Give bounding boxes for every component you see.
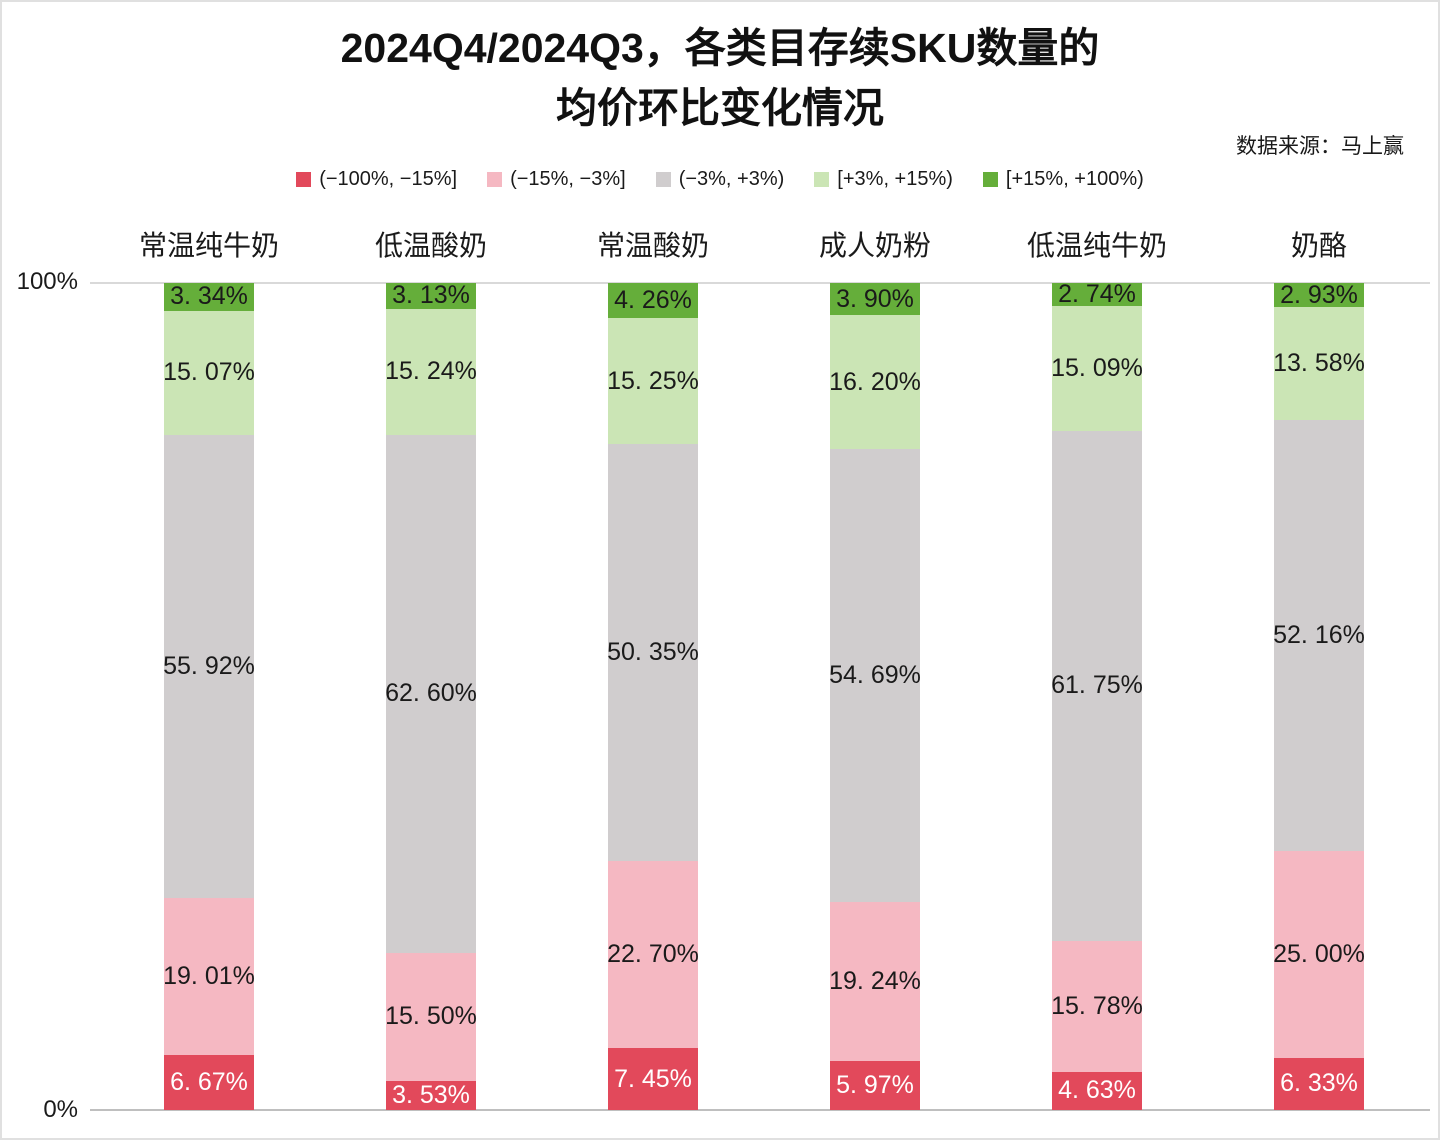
bar-segment-value-label: 15. 09% bbox=[1051, 353, 1143, 382]
bar-segment-value-label: 13. 58% bbox=[1273, 348, 1365, 377]
bar-segment-value-label: 19. 24% bbox=[829, 966, 921, 995]
bar-segment-c2-s4: 4. 26% bbox=[608, 282, 698, 319]
bar-segment-c5-s2: 52. 16% bbox=[1273, 419, 1365, 851]
category-label-2: 常温酸奶 bbox=[596, 229, 709, 262]
bar-segment-c2-s0: 7. 45% bbox=[608, 1048, 698, 1110]
legend-item-3: [+3%, +15%) bbox=[814, 168, 953, 191]
bar-segment-c0-s0: 6. 67% bbox=[164, 1054, 254, 1110]
bar-segment-value-label: 15. 24% bbox=[385, 357, 477, 386]
data-source-note: 数据来源：马上赢 bbox=[1236, 134, 1404, 158]
bar-segment-c4-s0: 4. 63% bbox=[1052, 1071, 1142, 1110]
bar-segment-value-label: 61. 75% bbox=[1051, 671, 1143, 700]
bar-segment-c3-s2: 54. 69% bbox=[829, 449, 921, 902]
bar-segment-value-label: 22. 70% bbox=[607, 940, 699, 969]
chart-title-line1: 2024Q4/2024Q3，各类目存续SKU数量的 bbox=[340, 25, 1100, 71]
bar-segment-value-label: 6. 67% bbox=[170, 1067, 248, 1096]
bar-segment-value-label: 55. 92% bbox=[163, 651, 255, 680]
bar-segment-value-label: 4. 63% bbox=[1058, 1076, 1136, 1105]
legend-item-4: [+15%, +100%) bbox=[982, 168, 1144, 191]
bar-segment-value-label: 4. 26% bbox=[614, 286, 692, 315]
legend-label: [+15%, +100%) bbox=[1005, 168, 1144, 190]
legend-swatch-icon bbox=[655, 172, 671, 187]
legend-label: (−15%, −3%] bbox=[510, 168, 626, 190]
bar-segment-value-label: 52. 16% bbox=[1273, 620, 1365, 649]
legend-item-0: (−100%, −15%] bbox=[296, 168, 457, 191]
gridline-100pct bbox=[90, 282, 1430, 284]
legend-swatch-icon bbox=[982, 172, 998, 187]
category-label-3: 成人奶粉 bbox=[818, 229, 931, 262]
bar-segment-value-label: 2. 74% bbox=[1058, 279, 1136, 308]
bar-segment-c0-s1: 19. 01% bbox=[163, 897, 255, 1055]
bar-segment-value-label: 3. 34% bbox=[170, 282, 248, 311]
bar-segment-c1-s1: 15. 50% bbox=[385, 952, 477, 1081]
bar-segment-value-label: 25. 00% bbox=[1273, 939, 1365, 968]
bar-segment-c5-s0: 6. 33% bbox=[1274, 1057, 1364, 1110]
chart-title: 2024Q4/2024Q3，各类目存续SKU数量的 均价环比变化情况 bbox=[2, 18, 1438, 138]
bar-segment-value-label: 15. 78% bbox=[1051, 991, 1143, 1020]
bar-segment-c5-s4: 2. 93% bbox=[1274, 280, 1364, 309]
bar-segment-value-label: 2. 93% bbox=[1280, 280, 1358, 309]
category-label-0: 常温纯牛奶 bbox=[138, 229, 279, 262]
bar-segment-value-label: 7. 45% bbox=[614, 1064, 692, 1093]
bar-segment-value-label: 15. 07% bbox=[163, 358, 255, 387]
bar-segment-c5-s1: 25. 00% bbox=[1273, 850, 1365, 1058]
bar-segment-value-label: 3. 13% bbox=[392, 281, 470, 310]
bar-segment-c0-s3: 15. 07% bbox=[163, 310, 255, 436]
bar-segment-value-label: 6. 33% bbox=[1280, 1069, 1358, 1098]
bar-segment-value-label: 16. 20% bbox=[829, 367, 921, 396]
bar-segment-c3-s4: 3. 90% bbox=[830, 283, 920, 316]
bar-segment-c2-s1: 22. 70% bbox=[607, 860, 699, 1049]
legend-label: (−3%, +3%) bbox=[678, 168, 785, 190]
bar-segment-c2-s3: 15. 25% bbox=[607, 318, 699, 445]
bar-segment-value-label: 50. 35% bbox=[607, 637, 699, 666]
bar-segment-value-label: 19. 01% bbox=[163, 961, 255, 990]
bar-segment-c3-s1: 19. 24% bbox=[829, 901, 921, 1061]
x-axis-baseline bbox=[90, 1109, 1430, 1111]
bar-segment-value-label: 54. 69% bbox=[829, 660, 921, 689]
legend-item-1: (−15%, −3%] bbox=[487, 168, 626, 191]
y-axis-tick-0: 0% bbox=[43, 1096, 78, 1123]
bar-segment-c2-s2: 50. 35% bbox=[607, 444, 699, 861]
legend-swatch-icon bbox=[296, 172, 312, 187]
bar-segment-value-label: 3. 90% bbox=[836, 284, 914, 313]
legend-label: [+3%, +15%) bbox=[837, 168, 953, 190]
category-label-4: 低温纯牛奶 bbox=[1026, 229, 1167, 262]
legend-item-2: (−3%, +3%) bbox=[655, 168, 785, 191]
legend-swatch-icon bbox=[814, 172, 830, 187]
y-axis-tick-100: 100% bbox=[16, 268, 78, 295]
bar-segment-c3-s0: 5. 97% bbox=[830, 1060, 920, 1110]
bar-segment-c1-s0: 3. 53% bbox=[386, 1080, 476, 1110]
bar-segment-c5-s3: 13. 58% bbox=[1273, 307, 1365, 420]
bar-segment-c3-s3: 16. 20% bbox=[829, 315, 921, 450]
bar-segment-c1-s3: 15. 24% bbox=[385, 308, 477, 435]
bar-segment-c0-s2: 55. 92% bbox=[163, 435, 255, 898]
bar-segment-c4-s4: 2. 74% bbox=[1052, 279, 1142, 308]
category-label-5: 奶酪 bbox=[1290, 229, 1347, 262]
category-label-1: 低温酸奶 bbox=[374, 229, 487, 262]
legend-label: (−100%, −15%] bbox=[319, 168, 458, 190]
bar-segment-c1-s4: 3. 13% bbox=[386, 283, 476, 309]
legend-swatch-icon bbox=[487, 172, 503, 187]
bar-segment-c0-s4: 3. 34% bbox=[164, 282, 254, 311]
bar-segment-c4-s1: 15. 78% bbox=[1051, 941, 1143, 1072]
bar-segment-value-label: 5. 97% bbox=[836, 1070, 914, 1099]
bar-segment-value-label: 15. 50% bbox=[385, 1002, 477, 1031]
bar-segment-value-label: 15. 25% bbox=[607, 366, 699, 395]
bar-segment-c1-s2: 62. 60% bbox=[385, 434, 477, 953]
chart-title-line2: 均价环比变化情况 bbox=[556, 85, 884, 131]
bar-segment-c4-s3: 15. 09% bbox=[1051, 305, 1143, 431]
bar-segment-value-label: 62. 60% bbox=[385, 679, 477, 708]
bar-segment-value-label: 3. 53% bbox=[392, 1080, 470, 1109]
chart-legend: (−100%, −15%] (−15%, −3%] (−3%, +3%) [+3%, … bbox=[2, 168, 1438, 191]
bar-segment-c4-s2: 61. 75% bbox=[1051, 430, 1143, 942]
